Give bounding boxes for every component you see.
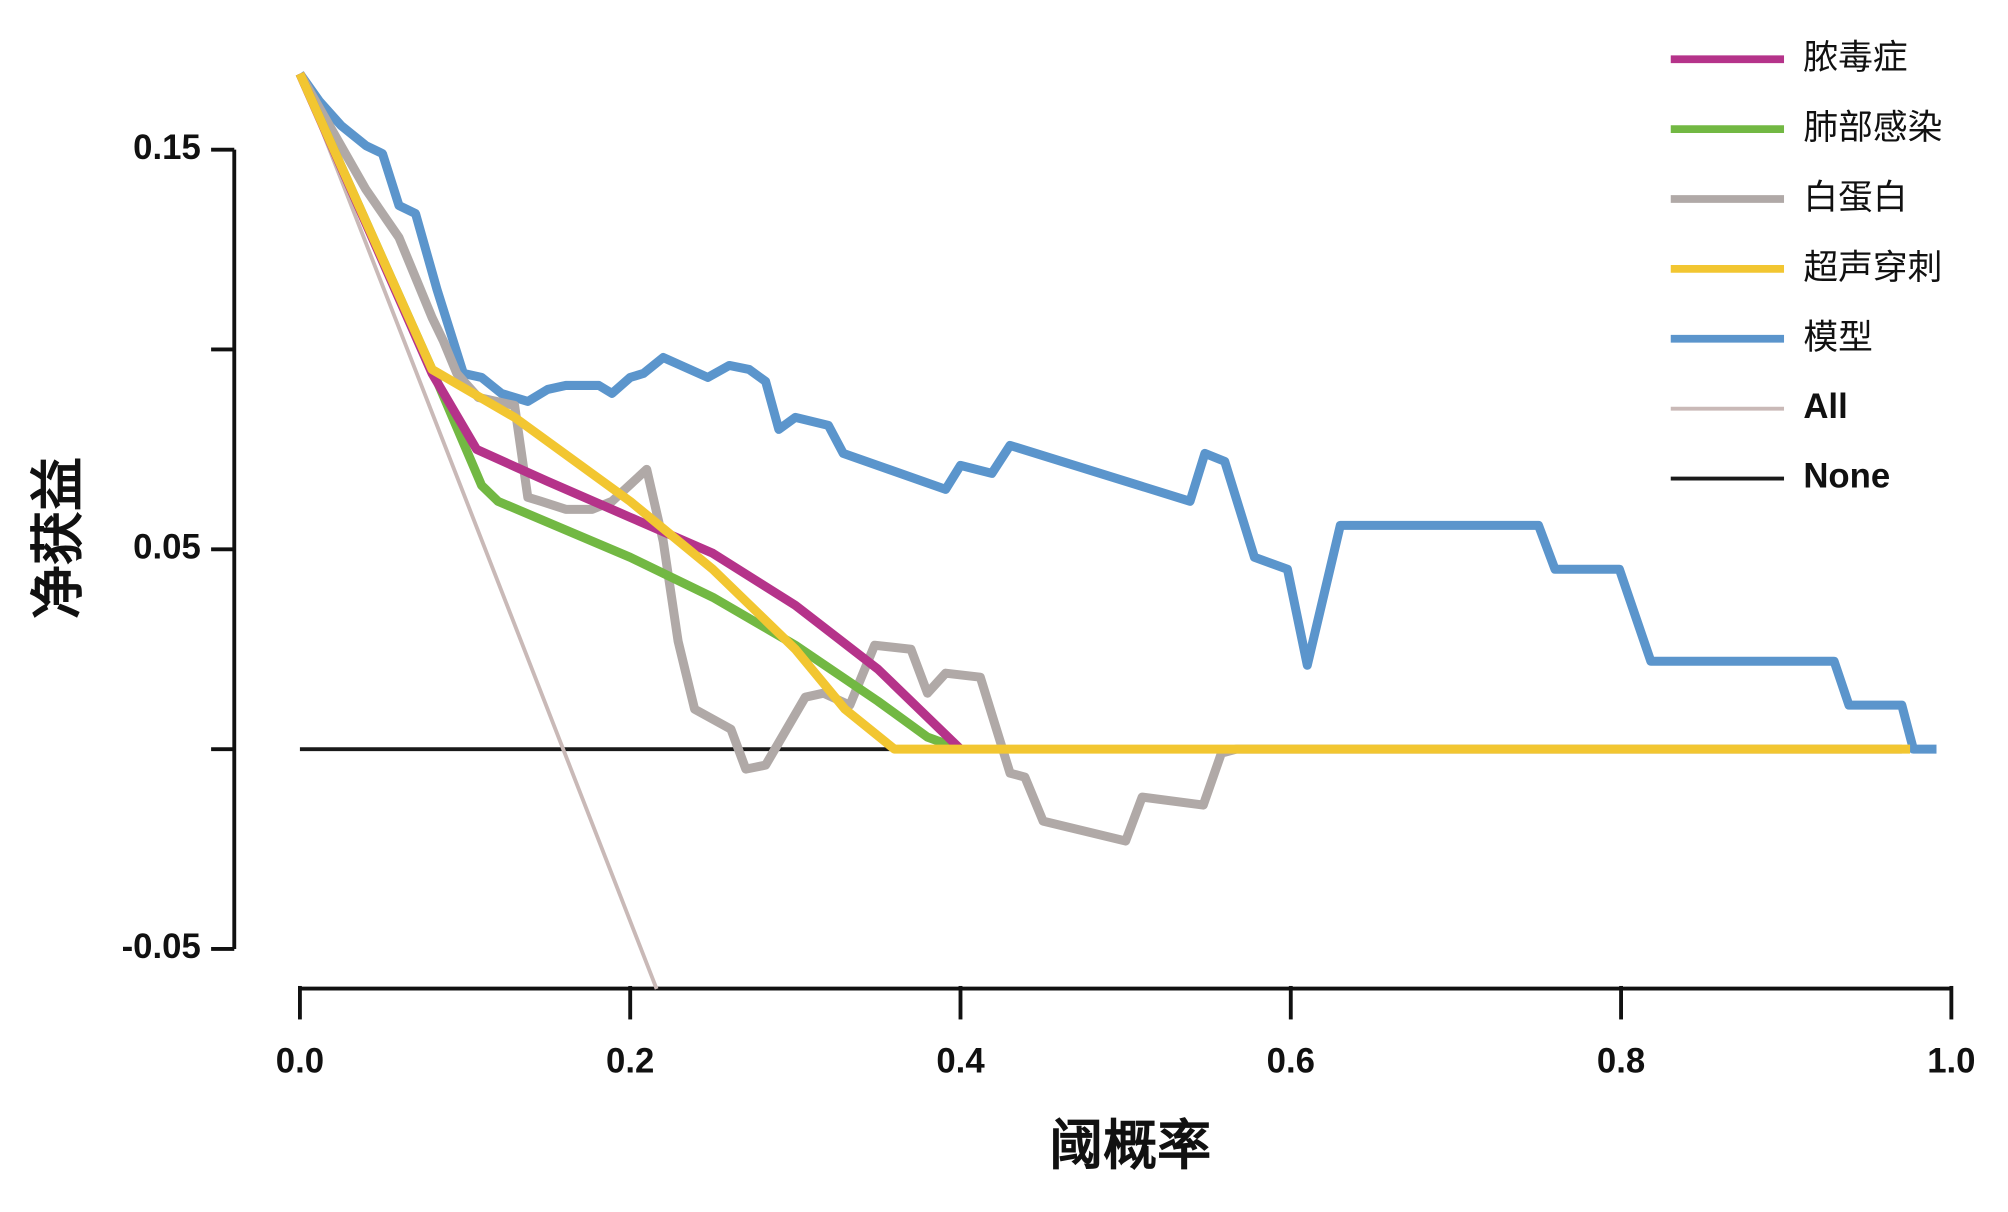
series-line	[295, 71, 1911, 754]
series-line	[296, 71, 1902, 846]
legend-label: 肺部感染	[1803, 108, 1942, 148]
x-tick-label: 0.6	[1267, 1042, 1315, 1080]
x-tick-label: 0.0	[276, 1042, 324, 1080]
y-axis-label: 净获益	[26, 457, 89, 619]
x-tick-label: 0.4	[936, 1042, 985, 1080]
x-tick-label: 0.2	[606, 1042, 654, 1080]
series-line	[298, 72, 659, 990]
legend-label: None	[1803, 458, 1890, 496]
x-tick-label: 1.0	[1927, 1042, 1975, 1080]
legend-label: 脓毒症	[1803, 38, 1907, 78]
legend-label: 超声穿刺	[1803, 248, 1942, 288]
series-line	[295, 71, 964, 753]
x-axis-label: 阈概率	[1049, 1114, 1211, 1177]
legend-label: All	[1803, 388, 1847, 426]
legend-label: 白蛋白	[1803, 178, 1907, 218]
series-line	[295, 71, 963, 754]
legend-label: 模型	[1803, 318, 1872, 358]
y-tick-label: -0.05	[122, 928, 201, 966]
y-tick-label: 0.05	[133, 528, 201, 566]
y-tick-label: 0.15	[133, 129, 201, 167]
series-line	[296, 71, 1937, 754]
x-tick-label: 0.8	[1597, 1042, 1645, 1080]
